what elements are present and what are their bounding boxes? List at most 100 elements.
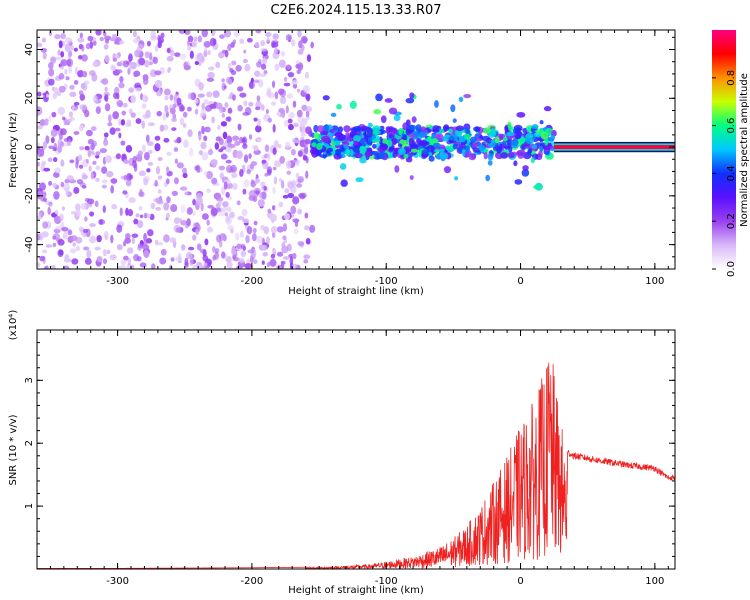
heatmap-cell [144, 51, 151, 59]
heatmap-cell [439, 152, 449, 160]
heatmap-cell [41, 160, 47, 166]
heatmap-cell [137, 150, 143, 156]
heatmap-cell [235, 232, 240, 241]
heatmap-cell [82, 228, 89, 233]
heatmap-cell [232, 135, 240, 141]
heatmap-cell [222, 201, 229, 208]
heatmap-cell [204, 262, 208, 267]
heatmap-cell [542, 142, 551, 151]
heatmap-cell [123, 159, 129, 165]
heatmap-cell [86, 249, 92, 259]
heatmap-cell [104, 55, 110, 63]
heatmap-cell [448, 136, 456, 141]
heatmap-cell [535, 129, 544, 133]
heatmap-cell [120, 140, 126, 146]
heatmap-cell [207, 71, 215, 79]
heatmap-cell [104, 35, 112, 41]
heatmap-cell [99, 148, 108, 154]
heatmap-cell [207, 50, 211, 56]
heatmap-cell [169, 94, 174, 101]
heatmap-cell [385, 126, 392, 131]
heatmap-cell [62, 116, 66, 121]
heatmap-cell [419, 139, 428, 147]
heatmap-cell [364, 151, 372, 157]
heatmap-cell [361, 126, 370, 132]
heatmap-cell [39, 255, 45, 262]
heatmap-cell [198, 150, 204, 156]
spectrogram-xlabel: Height of straight line (km) [288, 286, 424, 297]
snr-scale-label: (x10⁴) [8, 310, 19, 341]
heatmap-cell [459, 143, 466, 148]
heatmap-cell [260, 63, 267, 70]
heatmap-cell [539, 120, 544, 125]
heatmap-cell [157, 157, 163, 162]
heatmap-cell [254, 41, 260, 48]
heatmap-cell [382, 138, 388, 145]
heatmap-cell [85, 158, 89, 164]
heatmap-cell [516, 130, 523, 138]
heatmap-cell [177, 253, 182, 261]
heatmap-cell [120, 259, 127, 266]
heatmap-cell [260, 104, 265, 111]
heatmap-cell [551, 130, 557, 136]
heatmap-cell [248, 190, 256, 199]
heatmap-cell [297, 48, 304, 55]
heatmap-cell [60, 32, 66, 40]
heatmap-cell [57, 106, 65, 116]
heatmap-cell [64, 68, 68, 75]
heatmap-cell [92, 160, 97, 165]
heatmap-cell [253, 259, 258, 264]
y-tick-label: 40 [24, 43, 35, 56]
heatmap-cell [531, 124, 539, 130]
heatmap-cell [79, 104, 87, 111]
heatmap-cell [185, 251, 193, 260]
heatmap-cell [203, 98, 209, 105]
heatmap-cell [285, 34, 292, 41]
heatmap-cell [181, 244, 186, 251]
heatmap-cell [124, 122, 132, 127]
heatmap-cell [173, 147, 179, 152]
heatmap-cell [169, 237, 177, 244]
heatmap-cell [195, 53, 203, 62]
heatmap-cell [264, 31, 272, 37]
heatmap-cell [67, 59, 72, 65]
heatmap-cell [231, 172, 238, 178]
heatmap-cell [217, 124, 221, 130]
heatmap-cell [243, 100, 248, 107]
heatmap-cell [212, 246, 216, 253]
heatmap-cell [79, 182, 86, 187]
heatmap-cell [209, 103, 217, 109]
heatmap-cell [201, 213, 209, 220]
heatmap-cell [115, 53, 120, 60]
heatmap-cell [271, 80, 276, 88]
heatmap-cell [116, 244, 123, 251]
heatmap-cell [119, 207, 123, 216]
heatmap-cell [272, 166, 277, 171]
y-tick-label: 2 [24, 440, 35, 446]
heatmap-cell [302, 37, 308, 44]
heatmap-cell [91, 150, 95, 156]
heatmap-cell [200, 108, 207, 117]
heatmap-cell [212, 90, 220, 98]
heatmap-cell [89, 235, 97, 244]
heatmap-cell [95, 106, 101, 115]
heatmap-cell [478, 144, 486, 152]
heatmap-cell [277, 144, 282, 148]
heatmap-cell [186, 106, 192, 112]
heatmap-cell [295, 172, 300, 179]
heatmap-cell [151, 263, 156, 269]
heatmap-cell [81, 54, 88, 62]
heatmap-cell [163, 202, 170, 211]
heatmap-cell [39, 148, 45, 157]
heatmap-cell [248, 153, 252, 159]
heatmap-cell [194, 222, 200, 228]
heatmap-cell [133, 254, 140, 262]
heatmap-cell [305, 156, 309, 164]
heatmap-cell [485, 174, 491, 182]
heatmap-cell [503, 136, 508, 142]
heatmap-cell [304, 212, 309, 219]
heatmap-cell [273, 176, 278, 185]
heatmap-cell [186, 218, 191, 227]
heatmap-cell [207, 204, 215, 209]
heatmap-cell [187, 92, 194, 100]
